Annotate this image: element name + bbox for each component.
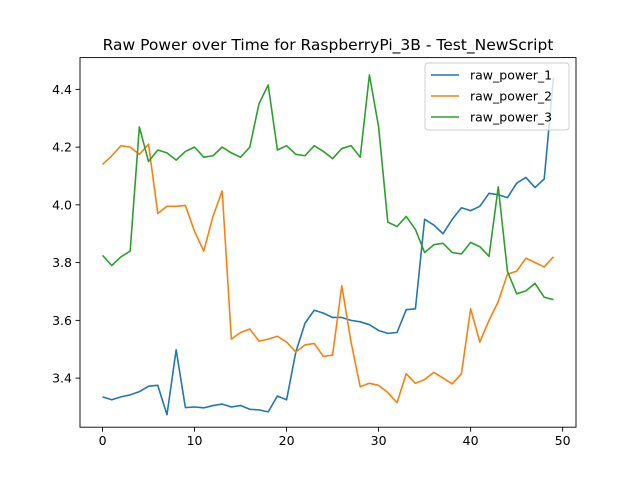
y-tick-label: 3.4: [52, 371, 72, 386]
legend-label: raw_power_2: [470, 89, 552, 104]
series-line-raw-power-2: [102, 143, 555, 404]
x-tick-label: 20: [279, 433, 295, 448]
x-tick-label: 10: [187, 433, 203, 448]
y-tick-label: 4.4: [52, 82, 72, 97]
x-tick-label: 50: [555, 433, 571, 448]
y-tick-label: 3.6: [52, 313, 72, 328]
x-tick-label: 0: [99, 433, 107, 448]
y-tick-label: 4.2: [52, 140, 72, 155]
legend-label: raw_power_3: [470, 110, 552, 125]
legend-box: [424, 62, 570, 131]
x-tick-label: 40: [463, 433, 479, 448]
legend: raw_power_1 raw_power_2 raw_power_3: [424, 62, 570, 131]
series-line-raw-power-1: [102, 77, 555, 416]
chart-title: Raw Power over Time for RaspberryPi_3B -…: [103, 36, 554, 55]
series-line-raw-power-3: [101, 74, 554, 301]
series-lines: [101, 74, 555, 416]
y-tick-label: 4.0: [52, 197, 72, 212]
y-axis: 3.4 3.6 3.8 4.0 4.2 4.4: [52, 82, 80, 386]
y-tick-label: 3.8: [52, 255, 72, 270]
axes-frame: [79, 57, 577, 428]
x-axis: 0 10 20 30 40 50: [99, 427, 571, 448]
x-tick-label: 30: [371, 433, 387, 448]
plot-area: 0 10 20 30 40 50 3.4 3.6 3.8 4.0 4.2 4.4: [52, 57, 577, 448]
legend-label: raw_power_1: [470, 68, 552, 83]
